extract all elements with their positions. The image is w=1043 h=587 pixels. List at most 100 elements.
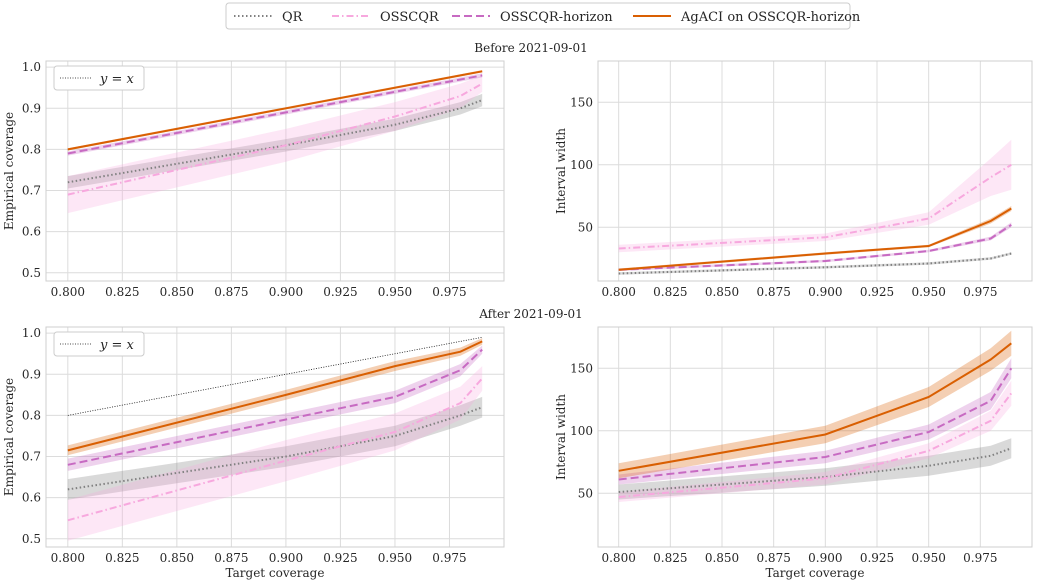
x-tick-label: 0.800	[601, 285, 635, 299]
series-line	[67, 348, 483, 466]
x-tick-label: 0.875	[214, 285, 248, 299]
x-tick-label: 0.875	[756, 285, 790, 299]
identity-legend: y = x	[53, 331, 145, 357]
legend-label: AgACI on OSSCQR-horizon	[680, 10, 861, 25]
x-tick-label: 0.825	[653, 551, 687, 565]
x-tick-label: 0.875	[214, 551, 248, 565]
series-line	[67, 70, 483, 151]
x-tick-label: 0.825	[653, 285, 687, 299]
x-tick-label: 0.900	[269, 285, 303, 299]
y-tick-label: 0.9	[22, 367, 41, 381]
x-axis-label: Target coverage	[226, 566, 325, 580]
x-tick-label: 0.825	[105, 551, 139, 565]
series-line	[618, 447, 1012, 493]
plot-frame	[45, 60, 505, 282]
series-line	[618, 392, 1013, 498]
x-tick-label: 0.950	[378, 551, 412, 565]
x-tick-label: 0.975	[432, 285, 466, 299]
x-tick-label: 0.800	[51, 285, 85, 299]
y-axis-label: Empirical coverage	[2, 378, 16, 496]
series-line	[618, 207, 1012, 271]
x-tick-label: 0.900	[808, 285, 842, 299]
x-tick-label: 0.850	[705, 285, 739, 299]
y-tick-label: 0.5	[22, 532, 41, 546]
identity-legend-label: y = x	[99, 72, 135, 87]
series-line	[67, 82, 483, 196]
series-line	[618, 252, 1012, 275]
y-tick-label: 50	[578, 220, 593, 234]
series-band	[618, 252, 1012, 275]
x-tick-label: 0.925	[323, 551, 357, 565]
identity-legend-label: y = x	[99, 338, 135, 353]
series-line	[67, 340, 483, 452]
series-band	[618, 139, 1012, 253]
y-tick-label: 0.7	[22, 184, 41, 198]
x-tick-label: 0.800	[601, 551, 635, 565]
series-line	[618, 342, 1012, 472]
y-axis-label: Interval width	[554, 394, 568, 480]
x-tick-label: 0.900	[808, 551, 842, 565]
y-tick-label: 0.8	[22, 142, 41, 156]
identity-legend-frame	[53, 65, 145, 91]
x-tick-label: 0.950	[911, 551, 945, 565]
legend: QR OSSCQR OSSCQR-horizon AgACI on OSSCQR-ho…	[225, 2, 861, 30]
series-line	[618, 223, 1012, 271]
y-tick-label: 0.6	[22, 225, 41, 239]
x-tick-label: 0.975	[432, 551, 466, 565]
x-tick-label: 0.950	[911, 285, 945, 299]
legend-label: QR	[282, 10, 304, 25]
y-tick-label: 1.0	[22, 326, 41, 340]
identity-line	[67, 336, 483, 416]
x-tick-label: 0.850	[160, 551, 194, 565]
plot-frame	[597, 326, 1033, 548]
series-line	[67, 99, 483, 184]
y-tick-label: 100	[570, 158, 593, 172]
panel-2: 0.800 0.825 0.850 0.875 0.900 0.925 0.950 0.975…	[554, 60, 1033, 299]
y-tick-label: 1.0	[22, 60, 41, 74]
x-tick-label: 0.850	[705, 551, 739, 565]
legend-label: OSSCQR	[380, 10, 440, 25]
plot-frame	[45, 326, 505, 548]
series-band	[67, 345, 483, 471]
x-tick-label: 0.975	[963, 551, 997, 565]
x-tick-label: 0.925	[323, 285, 357, 299]
panel-title: Before 2021-09-01	[474, 41, 587, 55]
y-axis-label: Interval width	[554, 128, 568, 214]
y-tick-label: 0.9	[22, 101, 41, 115]
x-tick-label: 0.850	[160, 285, 194, 299]
plot-frame	[597, 60, 1033, 282]
panel-title: After 2021-09-01	[478, 307, 583, 321]
series-band	[67, 366, 483, 541]
y-tick-label: 0.5	[22, 266, 41, 280]
legend-label: OSSCQR-horizon	[500, 10, 613, 25]
x-axis-label: Target coverage	[766, 566, 865, 580]
y-tick-label: 150	[570, 361, 593, 375]
x-tick-label: 0.875	[756, 551, 790, 565]
series-line	[67, 74, 483, 155]
y-tick-label: 100	[570, 424, 593, 438]
x-tick-label: 0.925	[860, 551, 894, 565]
panel-4: 0.800 0.825 0.850 0.875 0.900 0.925 0.950 0.975…	[554, 326, 1033, 580]
x-tick-label: 0.825	[105, 285, 139, 299]
panel-1: Before 2021-09-01 0.800 0.825 0.850 0.875 0.9…	[2, 41, 588, 299]
identity-legend: y = x	[53, 65, 145, 91]
y-tick-label: 50	[578, 486, 593, 500]
y-tick-label: 0.8	[22, 408, 41, 422]
x-tick-label: 0.975	[963, 285, 997, 299]
y-axis-label: Empirical coverage	[2, 112, 16, 230]
y-tick-label: 0.7	[22, 450, 41, 464]
series-band	[67, 75, 483, 214]
series-line	[618, 163, 1012, 250]
legend-frame	[225, 2, 851, 30]
identity-legend-frame	[53, 331, 145, 357]
x-tick-label: 0.950	[378, 285, 412, 299]
x-tick-label: 0.800	[51, 551, 85, 565]
series-line	[67, 377, 483, 522]
x-tick-label: 0.900	[269, 551, 303, 565]
series-band	[618, 438, 1012, 500]
y-tick-label: 0.6	[22, 491, 41, 505]
series-line	[618, 367, 1013, 481]
panel-3: After 2021-09-010.800 0.825 0.850 0.875 0.90…	[2, 307, 583, 580]
y-tick-label: 150	[570, 95, 593, 109]
